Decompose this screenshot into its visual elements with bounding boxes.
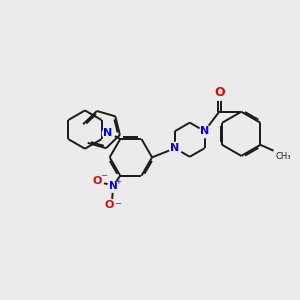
Text: O: O [93,176,102,186]
Text: O: O [214,86,224,99]
Text: O: O [105,200,114,211]
Text: −: − [114,199,121,208]
Text: −: − [100,172,107,181]
Text: N: N [170,143,180,153]
Text: +: + [116,179,122,185]
Text: N: N [200,126,209,136]
Text: N: N [109,181,118,191]
Text: CH₃: CH₃ [275,152,291,161]
Text: N: N [103,128,112,137]
